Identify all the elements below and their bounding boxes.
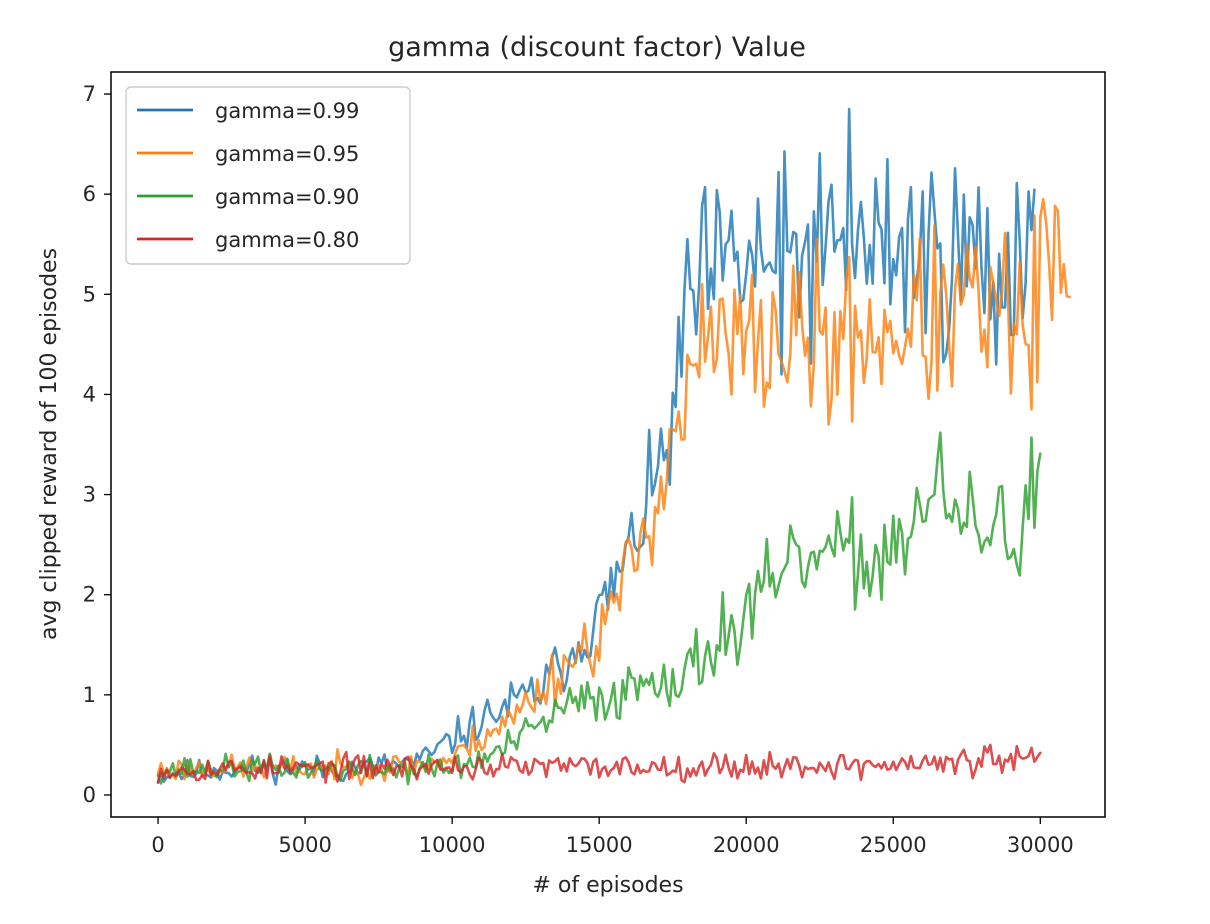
x-tick-label: 5000 — [278, 833, 331, 857]
y-axis: 0 1 2 3 4 5 6 7 — [83, 82, 111, 807]
legend-label: gamma=0.90 — [215, 185, 359, 209]
x-tick-label: 0 — [151, 833, 164, 857]
legend-label: gamma=0.95 — [215, 142, 359, 166]
y-tick-label: 4 — [83, 382, 96, 406]
legend: gamma=0.99 gamma=0.95 gamma=0.90 gamma=0.80 — [125, 86, 411, 265]
series-line-gamma-0-90 — [156, 431, 1042, 786]
x-axis-title: # of episodes — [532, 873, 683, 898]
legend-label: gamma=0.99 — [215, 99, 359, 123]
y-tick-label: 2 — [83, 583, 96, 607]
x-tick-label: 15000 — [566, 833, 633, 857]
y-tick-label: 7 — [83, 82, 96, 106]
legend-label: gamma=0.80 — [215, 228, 359, 252]
y-tick-label: 6 — [83, 182, 96, 206]
x-tick-label: 10000 — [419, 833, 486, 857]
x-tick-label: 30000 — [1007, 833, 1074, 857]
x-axis: 0 5000 10000 15000 20000 25000 30000 — [151, 817, 1074, 857]
y-tick-label: 0 — [83, 783, 96, 807]
y-axis-title: avg clipped reward of 100 episodes — [37, 248, 62, 640]
chart-title: gamma (discount factor) Value — [388, 32, 806, 63]
plot-lines — [156, 107, 1072, 787]
y-tick-label: 5 — [83, 282, 96, 306]
y-tick-label: 3 — [83, 483, 96, 507]
x-tick-label: 25000 — [860, 833, 927, 857]
legend-frame — [125, 86, 411, 265]
series-line-gamma-0-95 — [156, 197, 1072, 787]
y-tick-label: 1 — [83, 683, 96, 707]
x-tick-label: 20000 — [713, 833, 780, 857]
plot-frame — [110, 71, 1106, 818]
series-line-gamma-0-80 — [156, 743, 1042, 784]
